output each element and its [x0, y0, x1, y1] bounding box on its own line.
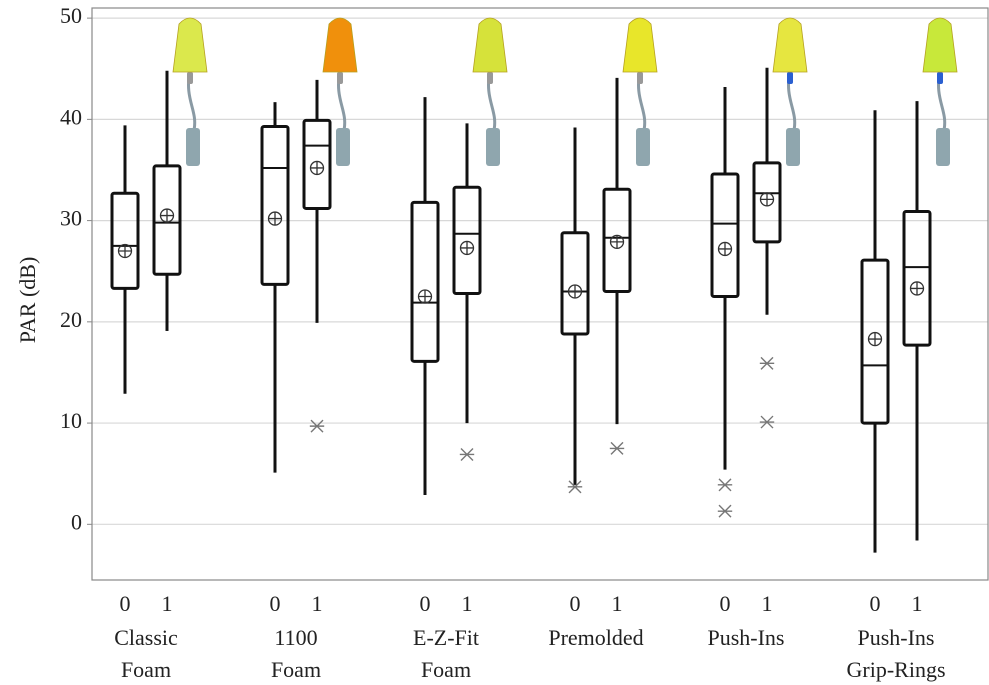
- mean-cross: [160, 209, 174, 223]
- earplug-stem-color: [787, 72, 793, 84]
- x-tick-label: 0: [420, 591, 431, 616]
- y-tick-label: 10: [60, 408, 82, 433]
- x-tick-label: 0: [870, 591, 881, 616]
- earplug-handle: [336, 128, 350, 166]
- box: [110, 191, 140, 290]
- mean-cross: [718, 242, 732, 256]
- box: [602, 187, 632, 293]
- group-label: Foam: [121, 657, 171, 682]
- box: [260, 124, 290, 286]
- mean-cross: [910, 281, 924, 295]
- box: [860, 258, 890, 425]
- earplug-tip: [772, 17, 808, 73]
- outlier: [459, 447, 475, 461]
- x-tick-label: 0: [570, 591, 581, 616]
- mean-marker: [417, 289, 433, 304]
- mean-cross: [760, 192, 774, 206]
- y-tick-label: 20: [60, 307, 82, 332]
- group-label: Classic: [114, 625, 178, 650]
- mean-marker: [459, 240, 475, 256]
- earplug-handle: [486, 128, 500, 166]
- box: [302, 118, 332, 210]
- earplug-stem-color: [487, 72, 493, 84]
- x-tick-label: 1: [912, 591, 923, 616]
- box: [902, 209, 932, 347]
- outlier: [609, 441, 625, 455]
- earplug-stem-color: [337, 72, 343, 84]
- group-label: Grip-Rings: [847, 657, 946, 682]
- earplug-stem-color: [937, 72, 943, 84]
- group-label: 1100: [274, 625, 317, 650]
- box: [452, 185, 482, 295]
- mean-cross: [418, 290, 432, 304]
- x-tick-label: 1: [612, 591, 623, 616]
- y-tick-label: 40: [60, 104, 82, 129]
- outlier: [759, 415, 775, 429]
- x-tick-label: 1: [462, 591, 473, 616]
- group-label: Push-Ins: [857, 625, 934, 650]
- outlier: [309, 419, 325, 433]
- earplug-tip: [472, 17, 508, 73]
- earplug-tip: [172, 17, 208, 73]
- y-tick-label: 30: [60, 206, 82, 231]
- box: [752, 161, 782, 244]
- x-tick-label: 0: [120, 591, 131, 616]
- mean-marker: [159, 208, 175, 223]
- mean-marker: [717, 241, 733, 257]
- earplug-tip: [622, 17, 658, 73]
- mean-marker: [609, 234, 625, 250]
- plot-frame: [91, 7, 989, 581]
- mean-cross: [610, 235, 624, 249]
- mean-cross: [568, 284, 582, 298]
- mean-cross: [310, 161, 324, 175]
- group-label: Foam: [421, 657, 471, 682]
- earplug-stem-color: [187, 72, 193, 84]
- box: [410, 200, 440, 363]
- group-label: E-Z-Fit: [413, 625, 479, 650]
- earplug-handle: [936, 128, 950, 166]
- mean-cross: [460, 241, 474, 255]
- earplug-handle: [186, 128, 200, 166]
- y-tick-label: 0: [71, 509, 82, 534]
- group-label: Premolded: [548, 625, 643, 650]
- mean-marker: [117, 243, 133, 259]
- outlier: [717, 478, 733, 492]
- outlier: [717, 504, 733, 518]
- earplug-tip: [322, 17, 358, 73]
- x-tick-label: 1: [162, 591, 173, 616]
- x-tick-label: 0: [720, 591, 731, 616]
- earplug-tip: [922, 17, 958, 73]
- outlier: [567, 480, 583, 494]
- y-axis-label: PAR (dB): [15, 257, 40, 344]
- earplug-handle: [786, 128, 800, 166]
- mean-cross: [868, 332, 882, 346]
- y-tick-label: 50: [60, 3, 82, 28]
- mean-marker: [567, 284, 583, 299]
- group-label: Push-Ins: [707, 625, 784, 650]
- x-tick-label: 1: [762, 591, 773, 616]
- mean-cross: [118, 244, 132, 258]
- box: [560, 231, 590, 336]
- box: [152, 164, 182, 276]
- mean-marker: [909, 281, 925, 296]
- x-tick-label: 0: [270, 591, 281, 616]
- group-label: Foam: [271, 657, 321, 682]
- mean-marker: [867, 331, 883, 347]
- mean-cross: [268, 212, 282, 226]
- box: [710, 172, 740, 299]
- x-tick-label: 1: [312, 591, 323, 616]
- outlier: [759, 356, 775, 370]
- earplug-stem-color: [637, 72, 643, 84]
- mean-marker: [267, 211, 283, 226]
- mean-marker: [759, 192, 775, 207]
- earplug-handle: [636, 128, 650, 166]
- mean-marker: [309, 160, 325, 176]
